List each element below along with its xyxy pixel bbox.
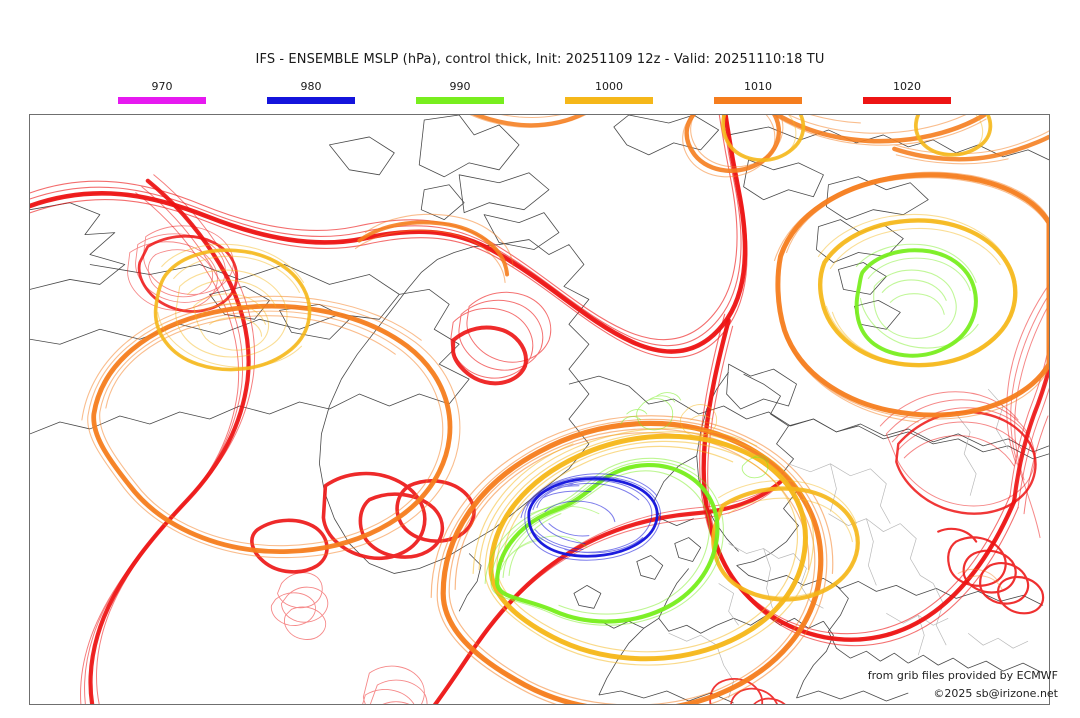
- legend-label: 970: [151, 80, 173, 93]
- mslp-contour-map: [30, 115, 1049, 704]
- legend-item-1020[interactable]: 1020: [832, 80, 982, 104]
- pressure-legend: 970 980 990 1000 1010 1020: [0, 80, 1080, 108]
- legend-swatch: [714, 97, 802, 104]
- legend-swatch: [416, 97, 504, 104]
- data-source-credit: from grib files provided by ECMWF: [867, 669, 1058, 682]
- isobar-1000-layer: [153, 115, 1018, 666]
- legend-swatch: [565, 97, 653, 104]
- coastlines-layer: [30, 115, 1049, 704]
- legend-label: 980: [300, 80, 322, 93]
- legend-label: 990: [449, 80, 471, 93]
- isobar-980-layer: [520, 473, 661, 561]
- legend-label: 1010: [744, 80, 772, 93]
- legend-item-970[interactable]: 970: [87, 80, 237, 104]
- legend-label: 1020: [893, 80, 921, 93]
- legend-swatch: [267, 97, 355, 104]
- page-title: IFS - ENSEMBLE MSLP (hPa), control thick…: [255, 52, 825, 67]
- legend-item-980[interactable]: 980: [236, 80, 386, 104]
- legend-item-1000[interactable]: 1000: [534, 80, 684, 104]
- legend-swatch: [863, 97, 951, 104]
- isobar-990-layer: [484, 243, 979, 626]
- legend-item-990[interactable]: 990: [385, 80, 535, 104]
- legend-item-1010[interactable]: 1010: [683, 80, 833, 104]
- legend-label: 1000: [595, 80, 623, 93]
- map-panel[interactable]: [29, 114, 1050, 705]
- legend-swatch: [118, 97, 206, 104]
- copyright-credit: ©2025 sb@irizone.net: [933, 687, 1058, 700]
- country-borders-layer: [668, 388, 1029, 699]
